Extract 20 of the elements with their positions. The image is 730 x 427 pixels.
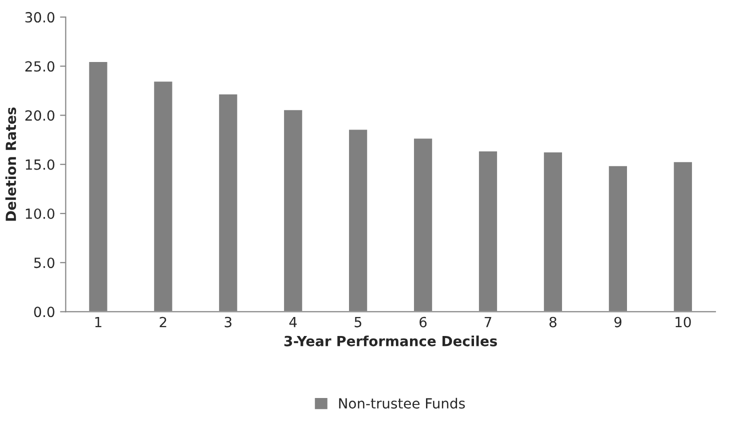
x-tick-label: 6 [420, 316, 427, 328]
x-tick-label: 4 [289, 317, 297, 328]
x-tick-label: 8 [550, 316, 556, 328]
legend-label: Non-trustee Funds [339, 398, 465, 409]
x-tick-label: 5 [354, 317, 362, 328]
y-tick-label: 15.0 [26, 159, 54, 170]
x-tick-label: 3 [224, 316, 232, 328]
x-tick-label: 2 [160, 316, 166, 328]
x-tick-label: 10 [676, 316, 691, 328]
y-tick-label: 25.0 [25, 61, 54, 72]
x-axis-title: 3-Year Performance Deciles [284, 336, 497, 346]
y-axis-title: Deletion Rates [5, 107, 16, 221]
y-tick-label: 5.0 [34, 258, 54, 268]
y-tick-label: 0.0 [34, 306, 54, 318]
y-tick-label: 20.0 [25, 110, 54, 121]
x-tick-label: 9 [614, 316, 622, 328]
y-tick-label: 30.0 [25, 12, 54, 23]
x-tick-label: 7 [484, 317, 492, 328]
x-tick-label: 1 [95, 317, 102, 328]
y-tick-label: 10.0 [26, 208, 54, 219]
